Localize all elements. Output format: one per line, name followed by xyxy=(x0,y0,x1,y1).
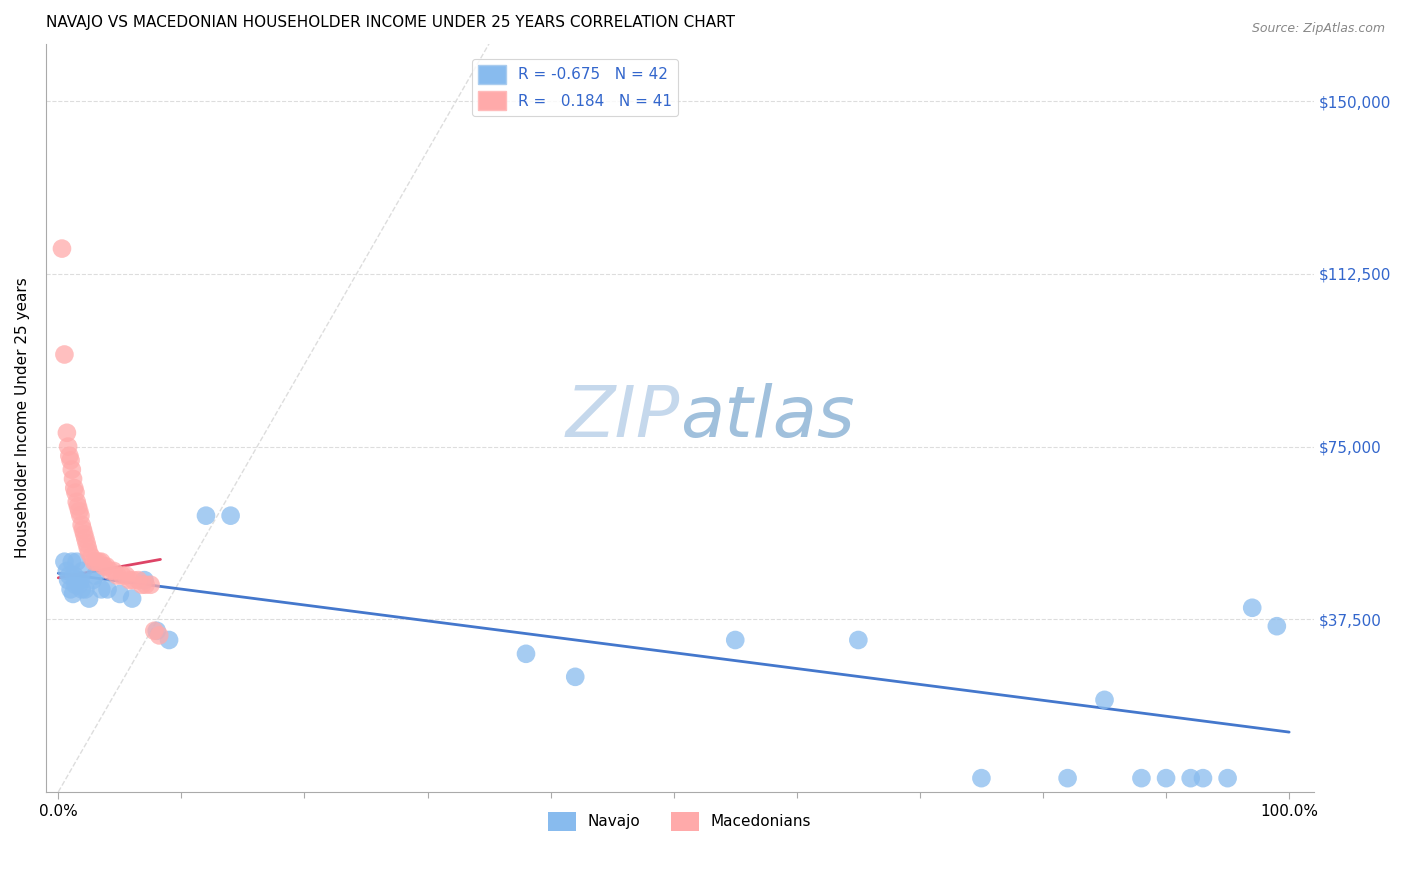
Point xyxy=(1192,771,1215,785)
Point xyxy=(83,555,105,569)
Text: ZIP: ZIP xyxy=(565,384,681,452)
Point xyxy=(111,568,134,582)
Point xyxy=(86,555,108,569)
Point xyxy=(93,559,115,574)
Point xyxy=(66,573,89,587)
Point xyxy=(145,624,167,638)
Point xyxy=(58,449,80,463)
Point xyxy=(139,578,162,592)
Point xyxy=(1265,619,1288,633)
Point xyxy=(121,591,143,606)
Point xyxy=(70,517,93,532)
Point xyxy=(76,536,98,550)
Text: Source: ZipAtlas.com: Source: ZipAtlas.com xyxy=(1251,22,1385,36)
Point xyxy=(77,545,100,559)
Legend: Navajo, Macedonians: Navajo, Macedonians xyxy=(543,805,818,837)
Point xyxy=(219,508,242,523)
Point xyxy=(195,508,218,523)
Point xyxy=(69,508,91,523)
Point xyxy=(87,555,110,569)
Point xyxy=(1180,771,1202,785)
Point xyxy=(143,624,166,638)
Point xyxy=(56,425,79,440)
Point xyxy=(56,564,79,578)
Point xyxy=(69,573,91,587)
Point xyxy=(1056,771,1078,785)
Point xyxy=(62,472,84,486)
Point xyxy=(73,527,96,541)
Point xyxy=(157,632,180,647)
Point xyxy=(53,347,76,361)
Point xyxy=(135,578,157,592)
Point xyxy=(63,481,86,495)
Point xyxy=(970,771,993,785)
Point xyxy=(56,573,79,587)
Text: NAVAJO VS MACEDONIAN HOUSEHOLDER INCOME UNDER 25 YEARS CORRELATION CHART: NAVAJO VS MACEDONIAN HOUSEHOLDER INCOME … xyxy=(46,15,735,30)
Point xyxy=(72,564,94,578)
Point xyxy=(66,500,89,514)
Point xyxy=(724,632,747,647)
Point xyxy=(58,568,80,582)
Point xyxy=(115,568,138,582)
Point xyxy=(1130,771,1153,785)
Point xyxy=(76,541,98,555)
Point xyxy=(131,578,153,592)
Point xyxy=(515,647,537,661)
Point xyxy=(90,582,112,597)
Point xyxy=(66,495,89,509)
Point xyxy=(96,559,118,574)
Point xyxy=(80,550,103,565)
Point xyxy=(75,582,97,597)
Point xyxy=(1241,600,1264,615)
Point xyxy=(1154,771,1177,785)
Point xyxy=(148,628,170,642)
Point xyxy=(1094,693,1116,707)
Point xyxy=(90,555,112,569)
Point xyxy=(846,632,869,647)
Text: atlas: atlas xyxy=(681,384,855,452)
Point xyxy=(63,568,86,582)
Point xyxy=(59,582,82,597)
Point xyxy=(70,582,93,597)
Point xyxy=(105,568,128,582)
Point xyxy=(103,564,125,578)
Point xyxy=(127,573,149,587)
Point xyxy=(96,582,118,597)
Point xyxy=(60,462,83,476)
Point xyxy=(60,555,83,569)
Point xyxy=(51,242,73,256)
Point xyxy=(118,573,141,587)
Point xyxy=(66,555,89,569)
Point xyxy=(53,555,76,569)
Point xyxy=(84,568,107,582)
Point xyxy=(1216,771,1239,785)
Point xyxy=(56,440,79,454)
Point xyxy=(82,573,104,587)
Point xyxy=(72,523,94,537)
Point xyxy=(67,578,90,592)
Point xyxy=(75,532,97,546)
Point xyxy=(77,591,100,606)
Point xyxy=(65,578,87,592)
Point xyxy=(122,573,145,587)
Point xyxy=(98,564,121,578)
Point xyxy=(564,670,586,684)
Point xyxy=(62,587,84,601)
Point xyxy=(108,587,131,601)
Point xyxy=(65,485,87,500)
Point xyxy=(134,573,156,587)
Y-axis label: Householder Income Under 25 years: Householder Income Under 25 years xyxy=(15,277,30,558)
Point xyxy=(67,504,90,518)
Point xyxy=(59,453,82,467)
